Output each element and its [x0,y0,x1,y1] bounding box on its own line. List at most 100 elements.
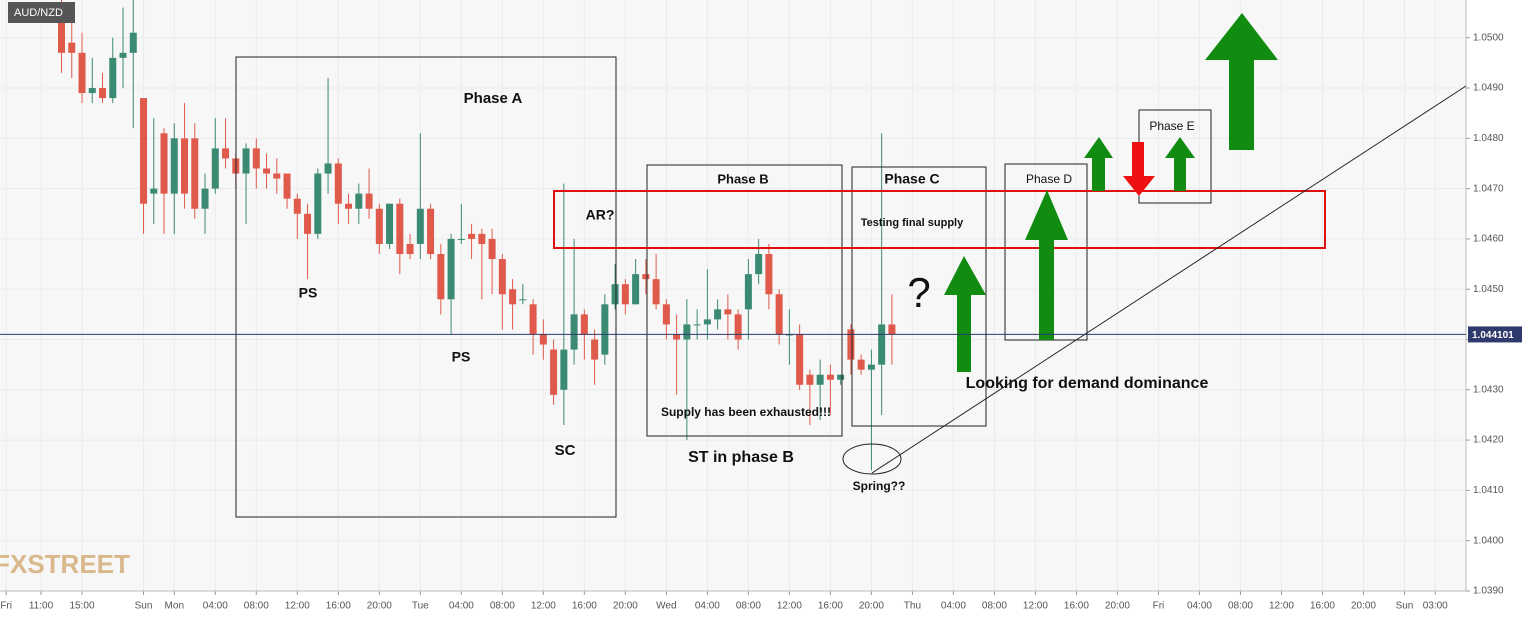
candle-body [693,324,701,326]
candle-body [201,188,209,209]
annotation: AR? [586,207,615,223]
candle-body [457,238,465,240]
y-tick-label: 1.0500 [1473,32,1504,43]
annotation: Phase E [1149,119,1194,133]
x-tick-label: 20:00 [613,601,638,612]
candle-body [488,238,496,260]
candle-body [878,324,886,365]
candle-body [304,213,312,234]
candle-body [570,314,578,350]
symbol-badge [8,2,75,23]
plot-area [0,0,1466,591]
annotation-shapes [235,13,1467,518]
candle-body [406,243,414,255]
annotation: Phase C [884,171,939,187]
candle-body [211,148,219,189]
up-arrow [1084,137,1113,191]
annotation: Phase B [717,171,768,186]
candle-body [765,254,773,295]
annotation: SC [555,442,576,459]
candle-body [785,334,793,336]
up-arrow [1165,137,1195,191]
candle-body [334,163,342,204]
candle-body [703,319,711,325]
candle-body [119,52,127,58]
candle-body [847,329,855,360]
candle-body [755,254,763,275]
trend-line [871,85,1467,474]
candle-body [68,42,76,53]
up-arrow [1205,13,1278,150]
candle-body [416,208,424,244]
y-tick-label: 1.0400 [1473,535,1504,546]
annotation: ? [907,269,930,316]
annotation: PS [452,349,471,365]
candle-body [662,304,670,325]
candle-body [632,274,640,305]
x-tick-label: 12:00 [777,601,802,612]
candle-body [58,17,66,53]
candle-body [683,324,691,340]
candle-body [724,309,732,315]
candle-body [652,279,660,305]
candle-body [99,88,107,99]
candle-body [252,148,260,169]
candle-body [775,294,783,335]
annotation: Testing final supply [861,217,964,229]
candle-body [601,304,609,355]
x-tick-label: 16:00 [1310,601,1335,612]
candle-body [160,133,168,194]
candle-body [539,334,547,345]
candle-body [744,274,752,310]
candle-body [529,304,537,335]
candle-body [396,203,404,255]
x-tick-label: 08:00 [1228,601,1253,612]
annotation: Spring?? [853,479,906,493]
x-tick-label: Sun [135,601,153,612]
candle-body [560,349,568,390]
last-price-badge [1468,326,1522,343]
candle-body [550,349,558,395]
x-tick-label: 04:00 [449,601,474,612]
candle-body [263,168,271,174]
candle-body [140,98,148,204]
candle-body [437,254,445,300]
candle-body [642,274,650,280]
y-tick-label: 1.0460 [1473,234,1504,245]
candle-body [129,32,137,53]
y-tick-label: 1.0390 [1473,586,1504,597]
candle-body [509,289,517,305]
x-tick-label: 16:00 [326,601,351,612]
x-tick-label: Tue [412,601,429,612]
candle-body [181,138,189,194]
annotations: Phase A Phase B Phase C Phase D Phase E AR? Te… [0,90,1208,579]
candle-body [375,208,383,244]
candle-body [673,334,681,340]
x-tick-label: 16:00 [818,601,843,612]
candle-body [293,198,301,214]
annotation: FXSTREET [0,549,130,579]
x-tick-label: 04:00 [941,601,966,612]
candle-body [478,233,486,244]
candle-body [447,238,455,300]
symbol-title: AUD/NZD [14,7,63,19]
candle-body [78,52,86,94]
x-tick-label: 12:00 [285,601,310,612]
candle-body [591,339,599,360]
candle-body [191,138,199,209]
annotation: Supply has been exhausted!!! [661,405,831,419]
candle-body [283,173,291,199]
candle-body [273,173,281,179]
candle-body [519,299,527,301]
candle-body [324,163,332,174]
candle-body [621,284,629,305]
annotation: Phase A [464,90,523,107]
candle-body [222,148,230,159]
x-tick-label: Fri [1153,601,1165,612]
candle-body [109,57,117,99]
up-arrow [944,256,986,372]
phase-c-box [851,166,987,427]
x-tick-label: 12:00 [1269,601,1294,612]
candles [58,0,896,471]
